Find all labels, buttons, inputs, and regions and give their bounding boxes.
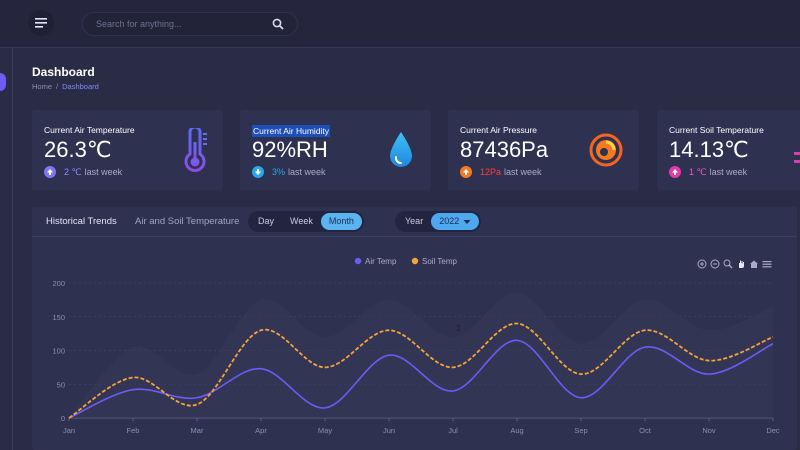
card-change-suffix: last week — [84, 167, 123, 177]
temperature-line-chart: Air Temp Soil Temp Jan Feb Mar Apr May Jun Jul A… — [52, 257, 780, 435]
period-switch: Day Week Month — [248, 211, 364, 232]
legend-label: Air Temp — [365, 257, 397, 266]
breadcrumb-home-link[interactable]: Home — [32, 82, 53, 91]
y-tick-label: 50 — [57, 380, 65, 389]
page-title: Dashboard — [32, 65, 95, 79]
hamburger-icon — [35, 18, 47, 28]
air-temperature-card: Current Air Temperature 26.3℃ 2 ℃ last w… — [32, 110, 223, 190]
x-tick-label: Oct — [639, 426, 652, 435]
year-value: 2022 — [439, 216, 460, 226]
breadcrumb-current: Dashboard — [62, 82, 99, 91]
air-pressure-card: Current Air Pressure 87436Pa 12Pa last w… — [448, 110, 639, 190]
card-change-suffix: last week — [709, 167, 748, 177]
pan-hand-icon[interactable] — [736, 256, 746, 268]
search-box — [82, 12, 298, 36]
zoom-icon[interactable] — [723, 256, 733, 269]
arrow-up-icon — [44, 166, 56, 178]
period-day-option[interactable]: Day — [258, 216, 275, 226]
zoom-in-icon[interactable] — [697, 256, 707, 269]
year-label: Year — [405, 216, 424, 226]
x-tick-label: Feb — [127, 426, 140, 435]
series-line-1 — [68, 339, 774, 419]
card-change: 3% — [272, 167, 286, 177]
x-tick-label: Aug — [510, 426, 523, 435]
breadcrumb-separator: / — [56, 82, 59, 91]
panel-header: Historical Trends Air and Soil Temperatu… — [32, 207, 797, 237]
menu-lines-icon[interactable] — [762, 256, 772, 268]
thermometer-icon — [184, 128, 207, 172]
chart-series — [68, 322, 774, 419]
sidebar-indicator[interactable] — [0, 73, 6, 91]
chart-grid — [68, 282, 774, 421]
chart-annotation: 3 — [456, 324, 461, 333]
pressure-icon — [589, 133, 623, 167]
card-title: Current Air Temperature — [44, 125, 135, 135]
chart-legend: Air Temp Soil Temp — [354, 257, 458, 266]
card-change: 2 ℃ — [64, 166, 82, 177]
legend-marker — [354, 257, 362, 265]
historical-trends-panel: Historical Trends Air and Soil Temperatu… — [32, 207, 797, 450]
x-tick-label: Sep — [574, 426, 587, 435]
y-tick-label: 200 — [52, 279, 65, 288]
x-tick-label: Dec — [766, 426, 780, 435]
breadcrumb: Home / Dashboard — [32, 82, 99, 91]
x-tick-label: May — [318, 426, 332, 435]
left-sidebar-strip — [0, 0, 13, 450]
card-change: 1 ℃ — [689, 166, 707, 177]
year-switch: Year 2022 — [395, 211, 482, 232]
legend-marker — [411, 257, 419, 265]
card-footer: 3% last week — [252, 166, 326, 178]
card-footer: 1 ℃ last week — [669, 166, 747, 178]
arrow-up-icon — [460, 166, 472, 178]
year-select[interactable]: 2022 — [431, 213, 480, 230]
x-tick-label: Jul — [448, 426, 458, 435]
y-tick-label: 100 — [52, 347, 65, 356]
soil-temperature-card: Current Soil Temperature 14.13℃ 1 ℃ last… — [657, 110, 800, 190]
y-tick-label: 0 — [61, 414, 65, 423]
search-icon[interactable] — [272, 18, 284, 30]
panel-title: Historical Trends — [46, 216, 117, 227]
x-tick-label: Jan — [63, 426, 75, 435]
water-drop-icon — [390, 132, 412, 167]
card-change-suffix: last week — [504, 167, 542, 177]
arrow-up-icon — [669, 166, 681, 178]
caret-down-icon — [463, 219, 471, 224]
y-tick-label: 150 — [52, 313, 65, 322]
menu-toggle-button[interactable] — [28, 10, 54, 36]
search-input[interactable] — [96, 13, 266, 35]
card-footer: 12Pa last week — [460, 166, 542, 178]
air-humidity-card: Current Air Humidity 92%RH 3% last week — [240, 110, 431, 190]
soil-thermometer-icon — [794, 152, 800, 163]
card-footer: 2 ℃ last week — [44, 166, 122, 178]
x-tick-label: Mar — [191, 426, 204, 435]
panel-subtitle: Air and Soil Temperature — [135, 216, 240, 227]
series-line-2 — [68, 322, 774, 419]
card-value: 26.3℃ — [44, 137, 112, 162]
card-value: 14.13℃ — [669, 137, 749, 162]
card-value: 87436Pa — [460, 137, 549, 162]
y-axis-labels: 0 50 100 150 200 — [52, 279, 65, 423]
period-month-option[interactable]: Month — [320, 213, 362, 230]
x-tick-label: Jun — [383, 426, 395, 435]
x-tick-label: Apr — [255, 426, 267, 435]
card-value: 92%RH — [252, 137, 328, 162]
x-axis-labels: Jan Feb Mar Apr May Jun Jul Aug Sep Oct Nov Dec — [63, 426, 780, 435]
arrow-down-icon — [252, 166, 264, 178]
zoom-out-icon[interactable] — [710, 256, 720, 269]
card-title: Current Air Pressure — [460, 125, 537, 135]
top-bar — [0, 0, 800, 48]
period-week-option[interactable]: Week — [290, 216, 313, 226]
card-change: 12Pa — [480, 167, 502, 177]
x-tick-label: Nov — [702, 426, 716, 435]
home-icon[interactable] — [749, 256, 759, 268]
card-title: Current Air Humidity — [252, 125, 331, 137]
chart-toolbox — [697, 256, 772, 269]
card-title: Current Soil Temperature — [669, 125, 764, 135]
card-change-suffix: last week — [288, 167, 326, 177]
legend-label: Soil Temp — [422, 257, 458, 266]
chart-background-shade — [69, 293, 773, 418]
